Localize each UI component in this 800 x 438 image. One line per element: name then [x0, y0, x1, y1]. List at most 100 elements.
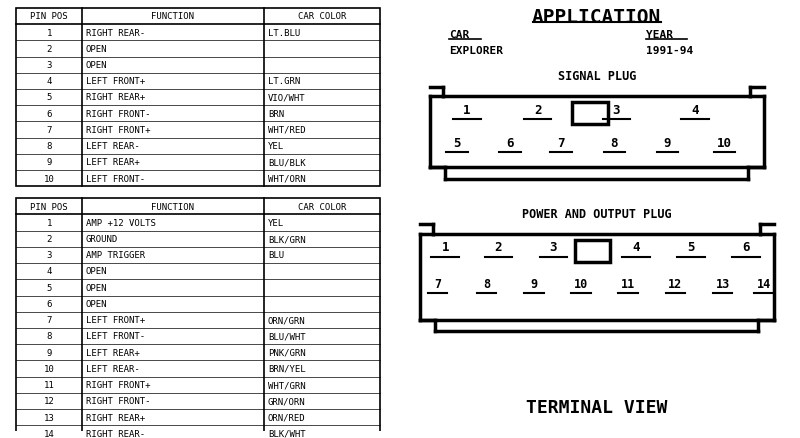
Text: 7: 7 — [434, 278, 441, 291]
Text: 8: 8 — [610, 137, 618, 150]
Text: POWER AND OUTPUT PLUG: POWER AND OUTPUT PLUG — [522, 208, 671, 221]
Text: 3: 3 — [46, 251, 52, 260]
Text: OPEN: OPEN — [86, 284, 107, 293]
Text: 8: 8 — [483, 278, 490, 291]
Text: 4: 4 — [46, 77, 52, 86]
Text: RIGHT REAR-: RIGHT REAR- — [86, 28, 145, 38]
Text: LEFT REAR+: LEFT REAR+ — [86, 349, 140, 358]
Text: AMP +12 VOLTS: AMP +12 VOLTS — [86, 219, 156, 228]
Text: TERMINAL VIEW: TERMINAL VIEW — [526, 399, 667, 417]
Text: 1: 1 — [46, 219, 52, 228]
Text: EXPLORER: EXPLORER — [449, 46, 503, 56]
Text: CAR COLOR: CAR COLOR — [298, 203, 346, 212]
Bar — [17, 8, 380, 186]
Text: GRN/ORN: GRN/ORN — [268, 397, 306, 406]
Text: WHT/ORN: WHT/ORN — [268, 175, 306, 184]
Text: 1: 1 — [46, 28, 52, 38]
Text: RIGHT REAR-: RIGHT REAR- — [86, 430, 145, 438]
Text: 11: 11 — [621, 278, 635, 291]
Text: OPEN: OPEN — [86, 268, 107, 276]
Text: BLK/GRN: BLK/GRN — [268, 235, 306, 244]
Text: 12: 12 — [44, 397, 54, 406]
Text: 12: 12 — [668, 278, 682, 291]
Text: LEFT REAR+: LEFT REAR+ — [86, 158, 140, 167]
Text: LEFT FRONT-: LEFT FRONT- — [86, 175, 145, 184]
Text: WHT/RED: WHT/RED — [268, 126, 306, 135]
Text: 7: 7 — [558, 137, 565, 150]
Text: FUNCTION: FUNCTION — [151, 12, 194, 21]
Text: 1: 1 — [463, 104, 470, 117]
Text: 5: 5 — [454, 137, 461, 150]
Text: RIGHT FRONT+: RIGHT FRONT+ — [86, 381, 150, 390]
Text: 4: 4 — [691, 104, 698, 117]
Text: LT.BLU: LT.BLU — [268, 28, 300, 38]
Text: BLK/WHT: BLK/WHT — [268, 430, 306, 438]
Text: 10: 10 — [44, 365, 54, 374]
Text: 4: 4 — [632, 241, 640, 254]
Text: LEFT FRONT+: LEFT FRONT+ — [86, 316, 145, 325]
Text: 7: 7 — [46, 126, 52, 135]
Text: 3: 3 — [613, 104, 620, 117]
Text: 1991-94: 1991-94 — [646, 46, 693, 56]
Text: YEL: YEL — [268, 219, 284, 228]
Text: PIN POS: PIN POS — [30, 12, 68, 21]
Text: 13: 13 — [715, 278, 730, 291]
Text: FUNCTION: FUNCTION — [151, 203, 194, 212]
Text: OPEN: OPEN — [86, 45, 107, 54]
Text: 14: 14 — [757, 278, 771, 291]
Text: BRN/YEL: BRN/YEL — [268, 365, 306, 374]
Text: OPEN: OPEN — [86, 300, 107, 309]
Text: 7: 7 — [46, 316, 52, 325]
Text: BLU/WHT: BLU/WHT — [268, 332, 306, 341]
Bar — [572, 102, 607, 124]
Text: 8: 8 — [46, 142, 52, 151]
Text: 6: 6 — [742, 241, 750, 254]
Text: 14: 14 — [44, 430, 54, 438]
Text: 10: 10 — [44, 175, 54, 184]
Text: RIGHT FRONT-: RIGHT FRONT- — [86, 110, 150, 119]
Text: LEFT REAR-: LEFT REAR- — [86, 142, 140, 151]
Text: APPLICATION: APPLICATION — [532, 8, 662, 27]
Text: LT.GRN: LT.GRN — [268, 77, 300, 86]
Text: 2: 2 — [46, 235, 52, 244]
Text: YEL: YEL — [268, 142, 284, 151]
Text: 5: 5 — [46, 93, 52, 102]
Text: 1: 1 — [442, 241, 449, 254]
Text: 2: 2 — [46, 45, 52, 54]
Text: 9: 9 — [530, 278, 538, 291]
Text: AMP TRIGGER: AMP TRIGGER — [86, 251, 145, 260]
Text: WHT/GRN: WHT/GRN — [268, 381, 306, 390]
Text: GROUND: GROUND — [86, 235, 118, 244]
Text: LEFT FRONT-: LEFT FRONT- — [86, 332, 145, 341]
Text: BLU: BLU — [268, 251, 284, 260]
Text: 3: 3 — [550, 241, 557, 254]
Text: SIGNAL PLUG: SIGNAL PLUG — [558, 70, 636, 83]
Text: LEFT FRONT+: LEFT FRONT+ — [86, 77, 145, 86]
Text: 11: 11 — [44, 381, 54, 390]
Text: 9: 9 — [46, 349, 52, 358]
Text: LEFT REAR-: LEFT REAR- — [86, 365, 140, 374]
Text: PIN POS: PIN POS — [30, 203, 68, 212]
Text: 5: 5 — [46, 284, 52, 293]
Bar — [575, 240, 610, 261]
Text: 8: 8 — [46, 332, 52, 341]
Text: 6: 6 — [46, 300, 52, 309]
Text: PNK/GRN: PNK/GRN — [268, 349, 306, 358]
Text: RIGHT REAR+: RIGHT REAR+ — [86, 413, 145, 423]
Text: ORN/GRN: ORN/GRN — [268, 316, 306, 325]
Text: CAR COLOR: CAR COLOR — [298, 12, 346, 21]
Text: 10: 10 — [574, 278, 588, 291]
Text: YEAR: YEAR — [646, 30, 673, 40]
Text: 2: 2 — [534, 104, 542, 117]
Text: 6: 6 — [46, 110, 52, 119]
Text: RIGHT FRONT+: RIGHT FRONT+ — [86, 126, 150, 135]
Text: ORN/RED: ORN/RED — [268, 413, 306, 423]
Text: BLU/BLK: BLU/BLK — [268, 158, 306, 167]
Text: 4: 4 — [46, 268, 52, 276]
Text: 13: 13 — [44, 413, 54, 423]
Text: 6: 6 — [506, 137, 514, 150]
Text: RIGHT FRONT-: RIGHT FRONT- — [86, 397, 150, 406]
Text: 9: 9 — [664, 137, 671, 150]
Text: BRN: BRN — [268, 110, 284, 119]
Text: 10: 10 — [717, 137, 732, 150]
